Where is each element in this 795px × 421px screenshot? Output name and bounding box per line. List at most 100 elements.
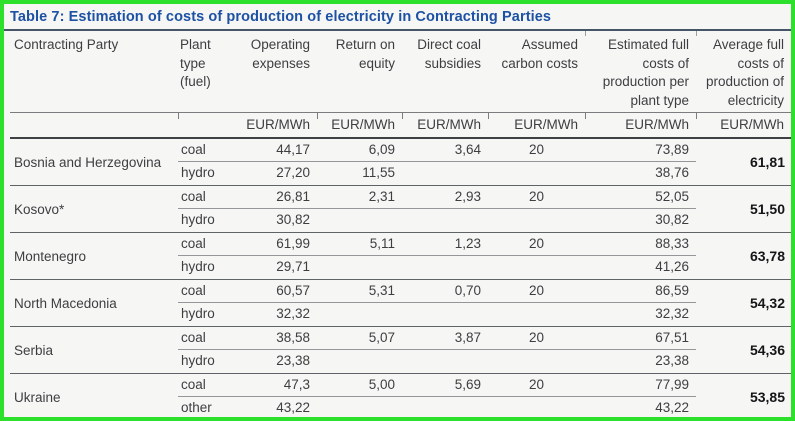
subsidies-value: 3,64 <box>402 139 488 162</box>
estimated-value: 30,82 <box>655 212 689 227</box>
party-name: Serbia <box>14 342 54 358</box>
carbon-value: 20 <box>488 280 585 303</box>
unit-label: EUR/MWh <box>331 117 395 132</box>
cost-table: Contracting Party Plant type (fuel) Oper… <box>4 31 791 417</box>
col-header-average-full-costs: Average full costs of production of elec… <box>705 37 784 108</box>
carbon-value: 20 <box>488 374 585 397</box>
unit-label: EUR/MWh <box>417 117 481 132</box>
return-value: 5,11 <box>317 233 402 256</box>
party-name: Montenegro <box>14 248 87 264</box>
unit-label: EUR/MWh <box>246 117 310 132</box>
fuel-type: coal <box>178 374 234 397</box>
subsidies-value: 0,70 <box>402 280 488 303</box>
estimated-value: 43,22 <box>655 400 689 415</box>
fuel-type: coal <box>178 327 234 350</box>
operating-value: 32,32 <box>276 306 310 321</box>
fuel-type: coal <box>178 233 234 256</box>
col-header-plant-type: Plant type (fuel) <box>180 37 211 89</box>
column-divider-tick <box>696 113 697 119</box>
party-name: Ukraine <box>14 389 61 405</box>
country-group-bosnia: Bosnia and Herzegovina coal 44,17 6,09 3… <box>10 139 791 185</box>
fuel-type: coal <box>178 280 234 303</box>
column-divider-tick <box>585 113 586 119</box>
col-header-return-on-equity: Return on equity <box>335 37 395 71</box>
return-value: 6,09 <box>317 139 402 162</box>
operating-value: 60,57 <box>234 280 317 303</box>
operating-value: 43,22 <box>276 400 310 415</box>
carbon-value: 20 <box>488 186 585 209</box>
average-value: 53,85 <box>749 389 785 405</box>
carbon-value <box>488 162 585 185</box>
col-header-operating-expenses: Operating expenses <box>250 37 310 71</box>
return-value: 2,31 <box>317 186 402 209</box>
unit-label: EUR/MWh <box>514 117 578 132</box>
carbon-value: 20 <box>488 139 585 162</box>
col-header-estimated-full-costs: Estimated full costs of production per p… <box>602 37 689 108</box>
country-group-montenegro: Montenegro coal 61,99 5,11 1,23 20 88,33… <box>10 232 791 279</box>
estimated-value: 86,59 <box>585 280 696 303</box>
country-group-ukraine: Ukraine coal 47,3 5,00 5,69 20 77,99 53,… <box>10 373 791 417</box>
operating-value: 27,20 <box>276 165 310 180</box>
party-name: North Macedonia <box>14 295 117 311</box>
average-value: 51,50 <box>749 201 785 217</box>
operating-value: 30,82 <box>276 212 310 227</box>
column-divider-tick <box>178 113 179 119</box>
average-value: 61,81 <box>749 154 785 170</box>
fuel-type: coal <box>178 186 234 209</box>
estimated-value: 88,33 <box>585 233 696 256</box>
estimated-value: 32,32 <box>655 306 689 321</box>
country-group-north-macedonia: North Macedonia coal 60,57 5,31 0,70 20 … <box>10 279 791 326</box>
estimated-value: 41,26 <box>655 259 689 274</box>
column-divider-tick <box>488 113 489 119</box>
operating-value: 44,17 <box>234 139 317 162</box>
operating-value: 26,81 <box>234 186 317 209</box>
subsidies-value: 1,23 <box>402 233 488 256</box>
subsidies-value: 2,93 <box>402 186 488 209</box>
unit-label: EUR/MWh <box>720 117 784 132</box>
carbon-value <box>488 303 585 326</box>
subsidies-value <box>402 256 488 279</box>
unit-label: EUR/MWh <box>625 117 689 132</box>
column-divider-tick <box>585 31 586 36</box>
estimated-value: 38,76 <box>655 165 689 180</box>
estimated-value: 52,05 <box>585 186 696 209</box>
carbon-value <box>488 397 585 417</box>
column-divider-tick <box>402 113 403 119</box>
average-value: 54,36 <box>749 342 785 358</box>
operating-value: 38,58 <box>234 327 317 350</box>
return-value <box>317 350 402 373</box>
subsidies-value: 5,69 <box>402 374 488 397</box>
average-value: 63,78 <box>749 248 785 264</box>
return-value: 5,00 <box>317 374 402 397</box>
estimated-value: 77,99 <box>585 374 696 397</box>
column-divider-tick <box>696 31 697 36</box>
table-header-row: Contracting Party Plant type (fuel) Oper… <box>10 31 791 112</box>
fuel-type: hydro <box>181 306 215 321</box>
country-group-kosovo: Kosovo* coal 26,81 2,31 2,93 20 52,05 51… <box>10 185 791 232</box>
carbon-value: 20 <box>488 233 585 256</box>
operating-value: 47,3 <box>234 374 317 397</box>
fuel-type: hydro <box>181 353 215 368</box>
return-value: 5,07 <box>317 327 402 350</box>
fuel-type: hydro <box>181 259 215 274</box>
col-header-contracting-party: Contracting Party <box>14 37 119 52</box>
subsidies-value <box>402 162 488 185</box>
estimated-value: 23,38 <box>655 353 689 368</box>
return-value: 11,55 <box>362 165 395 180</box>
fuel-type: hydro <box>181 165 215 180</box>
col-header-direct-coal-subsidies: Direct coal subsidies <box>417 37 481 71</box>
average-value: 54,32 <box>749 295 785 311</box>
party-name: Kosovo* <box>14 201 65 217</box>
party-name: Bosnia and Herzegovina <box>14 154 162 170</box>
carbon-value: 20 <box>488 327 585 350</box>
column-divider-tick <box>317 113 318 119</box>
fuel-type: coal <box>178 139 234 162</box>
return-value: 5,31 <box>317 280 402 303</box>
return-value <box>317 303 402 326</box>
operating-value: 29,71 <box>276 259 310 274</box>
estimated-value: 67,51 <box>585 327 696 350</box>
subsidies-value <box>402 209 488 232</box>
subsidies-value <box>402 397 488 417</box>
return-value <box>317 397 402 417</box>
